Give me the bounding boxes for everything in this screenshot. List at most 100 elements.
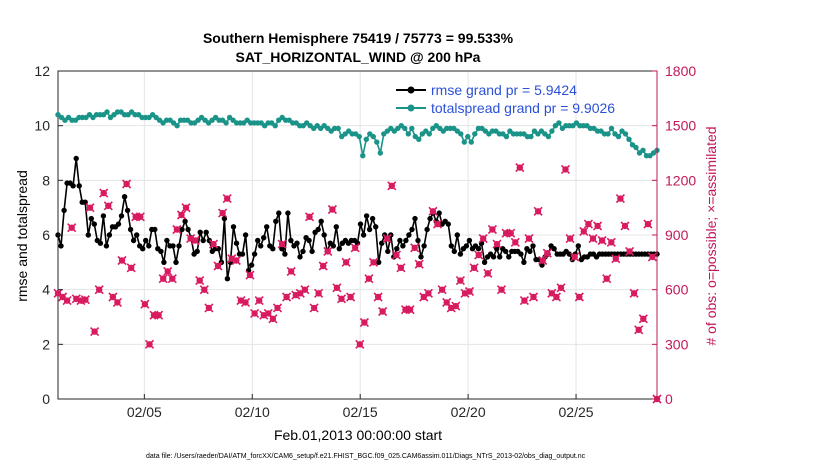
obs-marker-stroke — [99, 188, 109, 198]
obs-marker-stroke — [542, 248, 552, 258]
obs-marker-stroke — [350, 243, 360, 253]
obs-assimilated-marker — [172, 224, 182, 235]
rmse-point — [412, 215, 418, 222]
obs-assimilated-marker — [268, 314, 278, 324]
rmse-point — [394, 246, 400, 252]
obs-marker-stroke — [515, 163, 525, 173]
rmse-point — [130, 237, 137, 244]
obs-marker-stroke — [314, 288, 324, 298]
rmse-point — [103, 243, 110, 249]
rmse-point — [203, 229, 209, 235]
rmse-point — [315, 226, 321, 233]
obs-marker-stroke — [154, 310, 164, 320]
rmse-point — [73, 155, 79, 162]
obs-marker-stroke — [364, 274, 374, 284]
totalspread-point — [622, 131, 629, 137]
rmse-point — [400, 243, 406, 249]
obs-marker-stroke — [442, 297, 452, 307]
totalspread-point — [409, 125, 415, 132]
rmse-point — [494, 246, 500, 252]
obs-marker-stroke — [423, 288, 433, 298]
obs-assimilated-marker — [515, 163, 525, 173]
x-tick-label: 02/15 — [343, 404, 378, 420]
obs-marker-stroke — [414, 259, 424, 269]
obs-assimilated-marker — [538, 255, 548, 266]
obs-marker-stroke — [222, 194, 232, 204]
rmse-point — [497, 254, 503, 260]
obs-marker-stroke — [323, 246, 333, 256]
totalspread-point — [615, 133, 622, 140]
rmse-point — [285, 210, 291, 216]
obs-assimilated-marker — [588, 234, 598, 244]
obs-assimilated-marker — [359, 317, 369, 328]
obs-assimilated-marker — [565, 234, 575, 244]
obs-assimilated-marker — [103, 201, 113, 211]
rmse-point — [551, 246, 557, 252]
obs-assimilated-marker — [272, 303, 283, 313]
obs-marker-stroke — [588, 234, 598, 244]
obs-marker-stroke — [487, 224, 497, 235]
rmse-point — [360, 232, 367, 238]
rmse-point — [264, 224, 270, 230]
obs-marker-stroke — [236, 296, 246, 306]
rmse-point — [330, 243, 336, 249]
y-tick-label-right: 1200 — [665, 172, 696, 188]
obs-assimilated-marker — [528, 292, 539, 302]
obs-marker-stroke — [277, 239, 287, 249]
obs-marker-stroke — [483, 268, 493, 278]
obs-assimilated-marker — [496, 285, 507, 295]
obs-assimilated-marker — [323, 246, 333, 256]
obs-marker-stroke — [524, 234, 534, 244]
obs-assimilated-marker — [611, 254, 621, 264]
rmse-point — [97, 240, 104, 246]
totalspread-point — [104, 109, 110, 115]
rmse-point — [239, 251, 246, 257]
obs-marker-stroke — [346, 292, 356, 302]
obs-marker-stroke — [67, 223, 77, 233]
rmse-point — [309, 248, 315, 255]
obs-marker-stroke — [62, 296, 72, 306]
x-axis: 02/05 02/10 02/15 02/20 02/25 — [127, 394, 594, 420]
obs-marker-stroke — [245, 270, 255, 280]
obs-marker-stroke — [341, 257, 351, 267]
rmse-point — [530, 243, 536, 249]
obs-marker-stroke — [227, 254, 237, 264]
y-tick-label-left: 12 — [34, 63, 50, 79]
obs-marker-stroke — [80, 295, 90, 305]
rmse-point — [424, 226, 430, 233]
obs-assimilated-marker — [154, 310, 164, 320]
rmse-point — [376, 259, 382, 265]
obs-marker-stroke — [208, 239, 219, 249]
obs-marker-stroke — [474, 250, 484, 260]
obs-assimilated-marker — [634, 325, 644, 335]
obs-marker-stroke — [496, 285, 507, 295]
obs-marker-stroke — [108, 292, 118, 302]
obs-assimilated-marker — [80, 295, 90, 305]
obs-assimilated-marker — [570, 252, 580, 262]
obs-assimilated-marker — [163, 266, 173, 276]
obs-assimilated-marker — [117, 255, 127, 266]
totalspread-point — [272, 123, 278, 129]
rmse-point — [248, 262, 255, 268]
obs-assimilated-marker — [510, 237, 520, 247]
legend-spread-label: totalspread grand pr = 9.9026 — [431, 100, 615, 116]
rmse-point — [251, 251, 258, 257]
totalspread-point — [626, 136, 632, 142]
obs-marker-stroke — [213, 261, 223, 271]
obs-marker-stroke — [122, 179, 132, 189]
obs-assimilated-marker — [387, 181, 397, 191]
obs-marker-stroke — [176, 210, 187, 220]
rmse-point — [88, 215, 95, 222]
rmse-point — [409, 226, 415, 233]
obs-assimilated-marker — [85, 203, 95, 213]
rmse-point — [448, 243, 454, 249]
y-tick-label-right: 300 — [665, 336, 689, 352]
legend-spread-marker — [407, 104, 415, 112]
rmse-point — [481, 259, 488, 265]
obs-marker-stroke — [583, 219, 593, 229]
obs-marker-stroke — [204, 303, 214, 313]
obs-marker-stroke — [560, 164, 571, 174]
totalspread-point — [633, 144, 639, 151]
obs-marker-stroke — [332, 283, 342, 293]
